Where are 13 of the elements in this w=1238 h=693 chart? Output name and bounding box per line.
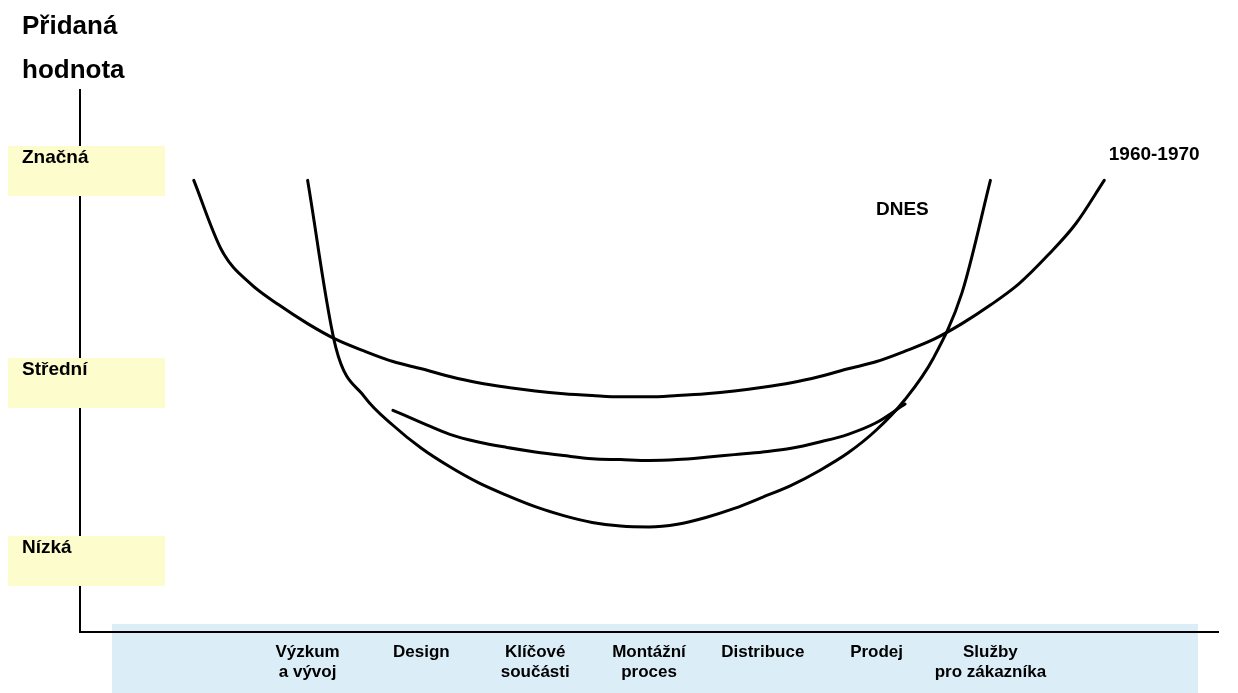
- annotation: Střední: [22, 358, 88, 381]
- y-axis-title: Přidaná hodnota: [22, 10, 126, 84]
- series-label: 1960-1970: [1108, 143, 1200, 165]
- x-tick-label: Klíčové součásti: [500, 642, 570, 682]
- text: Nízká: [22, 536, 72, 559]
- x-tick-label: Montážní proces: [612, 642, 688, 682]
- x-tick-label: Služby pro zákazníka: [934, 642, 1047, 682]
- x-tick-label: Výzkum a vývoj: [275, 642, 340, 682]
- x-tick-label: Distribuce: [721, 642, 805, 662]
- text: DNES: [876, 198, 929, 220]
- text: Značná: [22, 146, 89, 169]
- x-tick-label: Prodej: [850, 642, 904, 662]
- x-tick-label: Design: [393, 642, 450, 662]
